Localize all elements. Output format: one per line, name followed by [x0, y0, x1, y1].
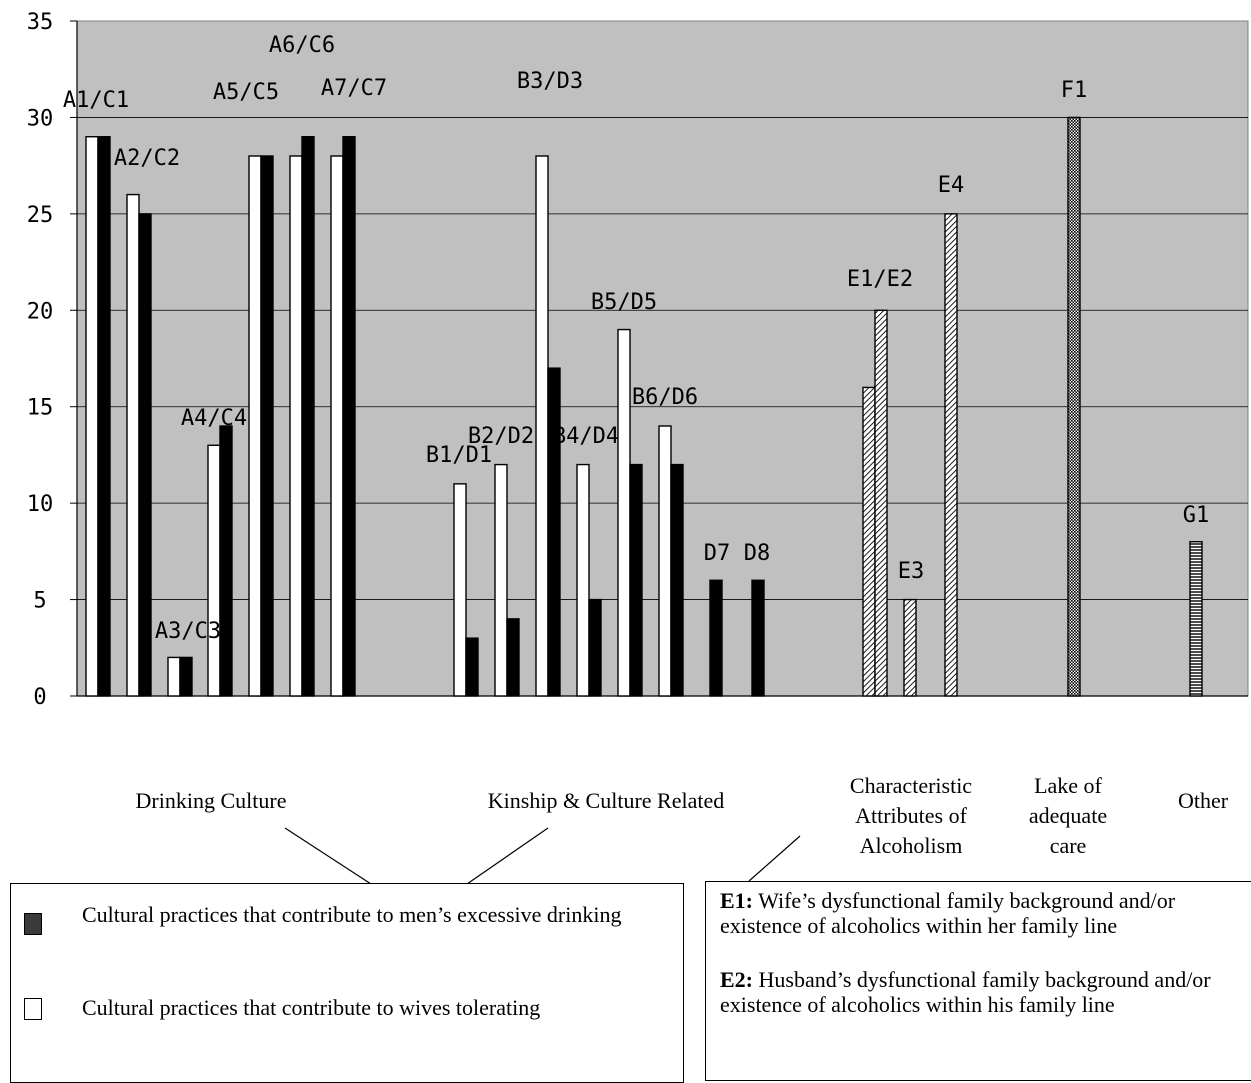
group-label-characteristic-1: Characteristic: [850, 773, 972, 798]
legend-swatch-wives: [24, 998, 42, 1020]
y-tick-label: 25: [27, 203, 54, 228]
bar-men: [97, 136, 111, 697]
bar-men: [506, 618, 520, 697]
bar-label: A2/C2: [114, 146, 180, 171]
bar-characteristic: [903, 598, 917, 697]
group-label-kinship: Kinship & Culture Related: [488, 788, 724, 813]
bar-other: [1189, 541, 1203, 697]
y-tick-label: 0: [33, 685, 46, 710]
bar-men: [465, 637, 479, 697]
bar-wives: [576, 463, 590, 697]
group-labels: Drinking Culture Kinship & Culture Relat…: [136, 773, 1229, 858]
bar-label: B2/D2: [468, 424, 534, 449]
bar-wives: [207, 444, 221, 697]
bar-men: [629, 463, 643, 697]
bar-lake-of-care: [1067, 116, 1081, 697]
definition-e1-text: Wife’s dysfunctional family background a…: [720, 888, 1176, 938]
bar-men: [301, 136, 315, 697]
y-tick-label: 15: [27, 396, 54, 421]
legend-box: Cultural practices that contribute to me…: [10, 883, 684, 1083]
definition-e2: E2: Husband’s dysfunctional family backg…: [720, 967, 1220, 1017]
bar-wives: [453, 483, 467, 697]
definitions-box: E1: Wife’s dysfunctional family backgrou…: [705, 881, 1251, 1081]
bar-men: [219, 425, 233, 697]
bar-label: A5/C5: [213, 80, 279, 105]
connector-drinking: [284, 827, 372, 885]
definition-e1: E1: Wife’s dysfunctional family backgrou…: [720, 888, 1242, 938]
bar-wives: [289, 155, 303, 697]
bar-wives: [535, 155, 549, 697]
bar-men: [547, 367, 561, 697]
connector-kinship: [466, 827, 549, 885]
bar-label: A4/C4: [181, 406, 247, 431]
bar-men: [260, 155, 274, 697]
bar-men: [588, 598, 602, 697]
bar-label: B6/D6: [632, 385, 698, 410]
bar-characteristic: [874, 309, 888, 697]
group-label-lake-1: Lake of: [1034, 773, 1102, 798]
legend-swatch-men: [24, 913, 42, 935]
connector-lines: [284, 827, 801, 885]
group-label-other: Other: [1178, 788, 1229, 813]
bar-label: A3/C3: [155, 619, 221, 644]
definition-e2-text: Husband’s dysfunctional family backgroun…: [720, 967, 1211, 1017]
bar-wives: [167, 656, 181, 697]
bar-wives: [126, 193, 140, 697]
bar-wives: [494, 463, 508, 697]
bar-label: D8: [744, 541, 771, 566]
group-label-characteristic-2: Attributes of: [855, 803, 967, 828]
bar-men: [709, 579, 723, 697]
bar-label: B4/D4: [553, 424, 619, 449]
bar-men: [342, 136, 356, 697]
bar-men: [670, 463, 684, 697]
bar-label: G1: [1183, 503, 1210, 528]
y-tick-label: 30: [27, 106, 54, 131]
bar-label: A6/C6: [269, 33, 335, 58]
y-tick-label: 10: [27, 492, 54, 517]
bar-label: A1/C1: [63, 88, 129, 113]
bar-men: [138, 213, 152, 697]
y-tick-label: 20: [27, 299, 54, 324]
bar-wives: [617, 328, 631, 697]
group-label-lake-3: care: [1050, 833, 1087, 858]
bar-label: D7: [704, 541, 731, 566]
bar-characteristic: [944, 213, 958, 697]
bar-label: B1/D1: [426, 443, 492, 468]
bar-wives: [658, 425, 672, 697]
bar-label: B5/D5: [591, 290, 657, 315]
bar-label: E1/E2: [847, 267, 913, 292]
bar-men: [751, 579, 765, 697]
bar-wives: [85, 136, 99, 697]
group-label-drinking: Drinking Culture: [136, 788, 287, 813]
bar-wives: [330, 155, 344, 697]
definition-e2-key: E2:: [720, 967, 753, 992]
definition-e1-key: E1:: [720, 888, 753, 913]
bar-label: E3: [898, 559, 925, 584]
group-label-lake-2: adequate: [1029, 803, 1107, 828]
bar-label: F1: [1061, 78, 1088, 103]
y-tick-label: 5: [33, 589, 46, 614]
bar-label: B3/D3: [517, 69, 583, 94]
legend-label-men: Cultural practices that contribute to me…: [82, 902, 622, 927]
connector-characteristic: [748, 835, 801, 882]
bar-label: E4: [938, 173, 965, 198]
group-label-characteristic-3: Alcoholism: [860, 833, 963, 858]
bar-wives: [248, 155, 262, 697]
bar-label: A7/C7: [321, 76, 387, 101]
bar-men: [179, 656, 193, 697]
legend-label-wives: Cultural practices that contribute to wi…: [82, 995, 541, 1020]
bar-characteristic: [862, 386, 876, 697]
y-tick-label: 35: [27, 10, 54, 35]
